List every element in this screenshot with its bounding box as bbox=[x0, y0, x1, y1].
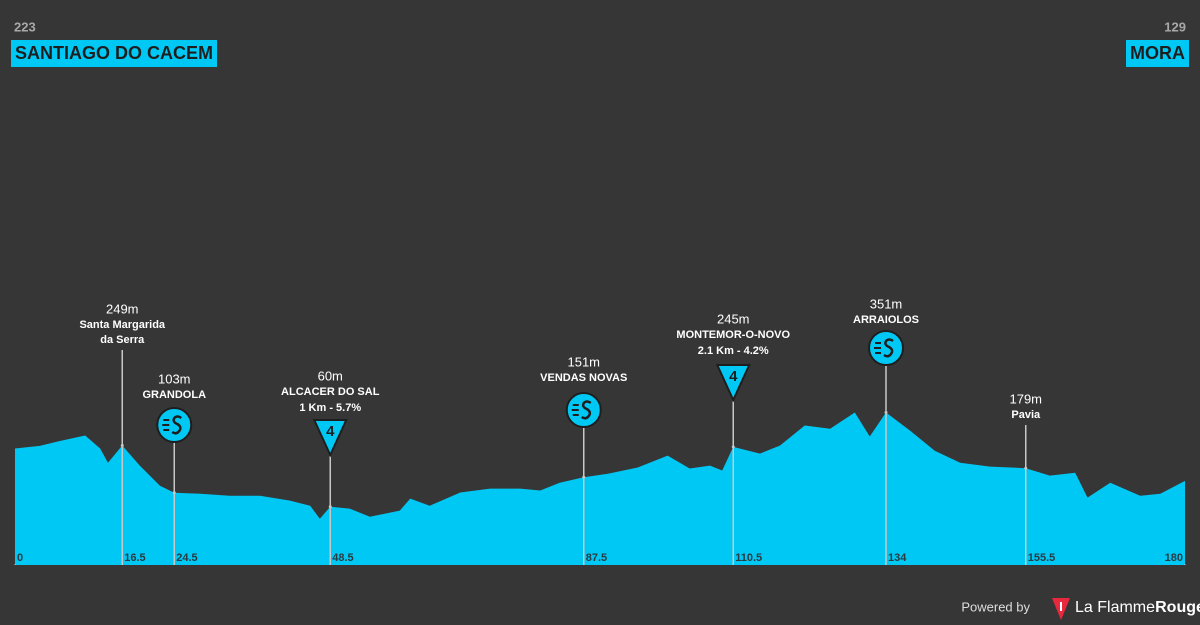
waypoint-point bbox=[884, 411, 888, 415]
waypoint-name: GRANDOLA bbox=[142, 389, 206, 401]
sprint-lines bbox=[571, 404, 579, 416]
waypoint-elevation: 103m bbox=[158, 371, 191, 386]
x-tick-label: 180 bbox=[1165, 552, 1183, 564]
powered-by: Powered by bbox=[961, 599, 1030, 614]
waypoint-name: VENDAS NOVAS bbox=[540, 372, 627, 384]
start-elevation: 223 bbox=[14, 19, 36, 34]
climb-icon bbox=[312, 419, 348, 458]
waypoint-elevation: 351m bbox=[870, 296, 903, 311]
sprint-s bbox=[581, 400, 592, 420]
x-tick-label: 24.5 bbox=[176, 552, 197, 564]
waypoint-elevation: 249m bbox=[106, 301, 139, 316]
waypoint-point bbox=[328, 505, 332, 509]
waypoint-elevation: 151m bbox=[567, 354, 600, 369]
waypoint-elevation: 179m bbox=[1009, 391, 1042, 406]
waypoint-elevation: 60m bbox=[318, 368, 343, 383]
brand-name-bold: Rouge bbox=[1155, 599, 1200, 616]
waypoint-point bbox=[582, 475, 586, 479]
sprint-lines bbox=[874, 342, 881, 354]
x-tick-label: 155.5 bbox=[1028, 552, 1056, 564]
climb-info: 1 Km - 5.7% bbox=[299, 402, 361, 414]
finish-name: MORA bbox=[1130, 43, 1185, 63]
waypoint-name: da Serra bbox=[100, 334, 145, 346]
waypoint-point bbox=[731, 445, 735, 449]
sprint-s bbox=[171, 415, 182, 435]
waypoint-name: ARRAIOLOS bbox=[853, 314, 919, 326]
sprint-icon bbox=[156, 407, 193, 443]
finish-box bbox=[1126, 40, 1189, 67]
waypoint-point bbox=[1024, 466, 1028, 470]
start-name: SANTIAGO DO CACEM bbox=[15, 43, 213, 63]
x-tick-label: 87.5 bbox=[586, 552, 607, 564]
start-box bbox=[11, 40, 217, 67]
climb-info: 2.1 Km - 4.2% bbox=[698, 345, 769, 357]
finish-elevation: 129 bbox=[1164, 19, 1186, 34]
sprint-s bbox=[883, 338, 894, 358]
brand-name: La Flamme bbox=[1075, 599, 1155, 616]
x-tick-label: 134 bbox=[888, 552, 907, 564]
sprint-lines bbox=[162, 419, 170, 431]
waypoint-name: Santa Margarida bbox=[79, 319, 165, 331]
x-tick-label: 48.5 bbox=[332, 552, 353, 564]
climb-icon bbox=[715, 364, 751, 403]
waypoint-name: ALCACER DO SAL bbox=[281, 386, 380, 398]
sprint-icon bbox=[868, 330, 904, 366]
waypoint-point bbox=[172, 491, 176, 495]
climb-category: 4 bbox=[729, 368, 738, 385]
elevation-area bbox=[15, 412, 1185, 565]
x-tick-label: 16.5 bbox=[124, 552, 145, 564]
x-tick-label: 0 bbox=[17, 552, 23, 564]
climb-category: 4 bbox=[326, 423, 335, 440]
waypoint-name: MONTEMOR-O-NOVO bbox=[676, 329, 790, 341]
sprint-icon bbox=[565, 392, 602, 428]
waypoint-elevation: 245m bbox=[717, 311, 750, 326]
waypoint-name: Pavia bbox=[1011, 409, 1041, 421]
x-tick-label: 110.5 bbox=[735, 552, 762, 564]
waypoint-point bbox=[120, 444, 124, 448]
